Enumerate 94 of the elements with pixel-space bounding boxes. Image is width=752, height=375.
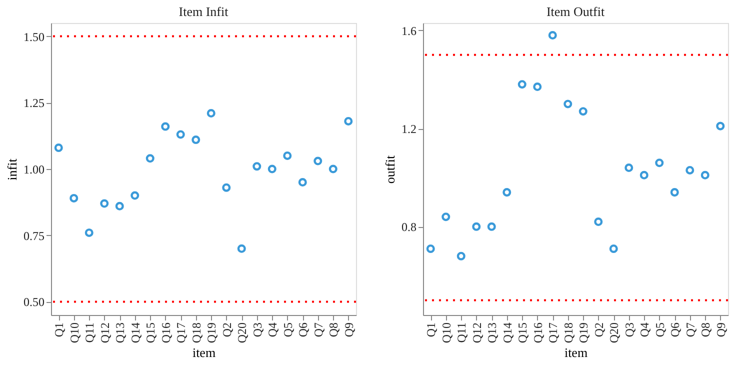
x-tick-label: Q11 [82,322,97,343]
point [456,252,466,260]
point [192,136,200,144]
x-tick-label: Q18 [561,322,576,344]
x-tick-label: Q10 [67,322,82,344]
x-tick-label: Q13 [485,322,500,344]
x-tick-label: Q16 [158,322,173,344]
chart-title: Item Outfit [546,4,605,19]
x-tick-label: Q6 [668,322,682,338]
x-tick-label: Q16 [530,322,545,344]
y-axis-title: infit [4,158,20,180]
x-tick-label: Q8 [326,322,341,338]
point [487,222,496,231]
point [115,202,124,210]
point [206,109,216,118]
point [442,212,450,222]
point [283,151,292,160]
x-tick-label: Q8 [698,322,713,338]
point [609,244,618,254]
point [314,156,322,166]
x-tick-label: Q1 [52,322,66,338]
point [70,194,78,202]
x-tick-label: Q14 [500,322,514,344]
point [176,130,185,139]
x-tick-label: Q15 [516,322,530,344]
point [640,170,648,180]
x-tick-label: Q4 [266,322,280,338]
x-axis-title: item [564,345,588,360]
x-tick-label: Q7 [683,322,698,338]
x-axis-title: item [192,345,216,360]
x-tick-label: Q3 [250,322,264,338]
y-tick-label: 1.50 [24,30,44,44]
x-tick-label: Q7 [311,322,326,338]
point [54,144,63,152]
x-tick-label: Q12 [470,322,484,344]
point [518,80,526,89]
point [564,100,572,108]
x-tick-label: Q18 [189,322,204,344]
y-axis-title: outfit [382,155,398,184]
point [700,170,710,180]
point [686,166,694,174]
x-tick-label: Q9 [714,322,728,338]
x-tick-label: Q5 [652,322,667,338]
y-tick-label: 1.6 [402,24,416,38]
point [298,178,307,187]
y-tick-label: 1.2 [402,122,416,136]
point [533,82,542,92]
x-tick-label: Q15 [144,322,158,344]
x-tick-label: Q5 [280,322,295,338]
point [268,164,276,174]
point [100,199,109,208]
point [655,158,664,168]
x-tick-label: Q10 [439,322,454,344]
y-tick-label: 1.00 [24,162,44,176]
point [578,107,588,116]
x-tick-label: Q19 [576,322,591,344]
point [252,162,262,171]
y-tick-label: 0.50 [24,295,44,310]
chart-title: Item Infit [178,4,229,19]
point [624,164,634,172]
point [426,244,435,254]
x-tick-label: Q17 [546,322,560,344]
point [502,188,512,197]
y-tick-label: 0.75 [24,228,44,243]
point [161,122,170,131]
point [716,122,725,130]
y-tick-label: 1.25 [24,96,44,110]
x-tick-label: Q11 [454,322,469,343]
x-tick-label: Q2 [220,322,234,338]
point [344,116,353,126]
x-tick-label: Q12 [98,322,112,344]
x-tick-label: Q14 [128,322,142,344]
x-tick-label: Q1 [424,322,438,338]
point [237,244,246,253]
point [146,154,154,163]
point [84,228,94,237]
point [670,188,679,197]
point [594,218,603,226]
x-tick-label: Q17 [174,322,188,344]
x-tick-label: Q20 [235,322,250,344]
point [328,164,338,174]
x-tick-label: Q4 [638,322,652,338]
point [222,183,231,192]
x-tick-label: Q19 [204,322,219,344]
x-tick-label: Q6 [296,322,310,338]
x-tick-label: Q13 [113,322,128,344]
x-tick-label: Q20 [607,322,622,344]
point [130,191,140,200]
x-tick-label: Q9 [342,322,356,338]
point [472,222,481,231]
y-tick-label: 0.8 [402,220,416,234]
x-tick-label: Q2 [592,322,606,338]
point [548,31,557,40]
x-tick-label: Q3 [622,322,636,338]
